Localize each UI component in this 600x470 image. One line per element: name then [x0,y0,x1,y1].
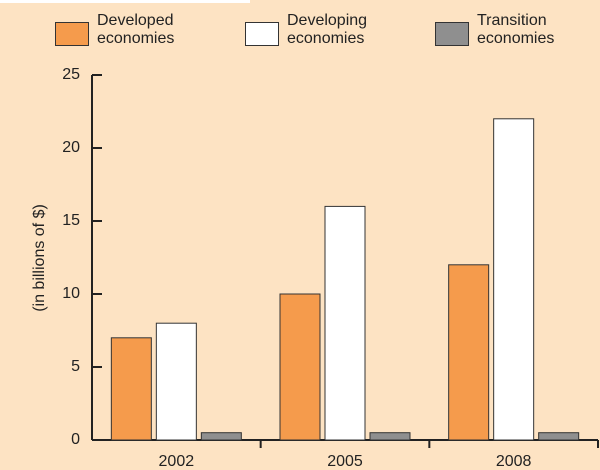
legend-item: Developing economies [245,12,387,48]
legend-item: Developed economies [55,12,197,48]
bar [324,205,366,441]
bar [369,432,411,441]
y-tick-label: 10 [62,285,80,302]
legend-label: Developed economies [97,12,175,47]
top-strip [0,0,250,3]
legend-swatch [55,22,89,46]
bar [279,293,321,441]
y-tick-label: 15 [62,212,80,229]
y-tick-label: 0 [71,431,80,448]
y-tick-label: 20 [62,139,80,156]
bar [155,322,197,441]
legend-item: Transition economies [435,12,577,48]
bar [110,337,152,441]
x-tick-label: 2002 [159,453,195,470]
x-tick-label: 2008 [496,453,532,470]
legend-label: Transition economies [477,12,555,47]
legend-label: Developing economies [287,12,368,47]
bar [448,264,490,441]
legend-swatch [245,22,279,46]
bar [493,118,535,441]
y-tick-label: 5 [71,358,80,375]
x-tick-label: 2005 [327,453,363,470]
y-tick-label: 25 [62,66,80,83]
y-axis-label: (in billions of $) [31,204,48,312]
bar [200,432,242,441]
legend-swatch [435,22,469,46]
bar [538,432,580,441]
